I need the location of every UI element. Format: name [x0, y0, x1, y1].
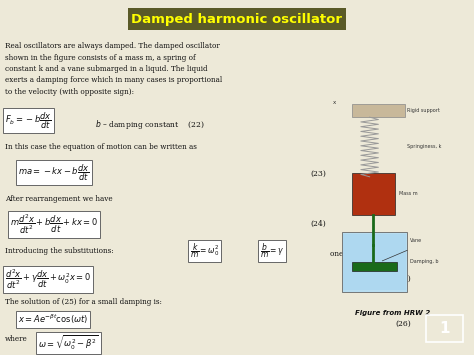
- Text: The solution of (25) for a small damping is:: The solution of (25) for a small damping…: [5, 298, 162, 306]
- Text: After rearrangement we have: After rearrangement we have: [5, 195, 113, 203]
- Text: Springiness, k: Springiness, k: [407, 144, 442, 149]
- Text: (23): (23): [310, 170, 326, 178]
- Bar: [342, 232, 407, 292]
- Text: Rigid support: Rigid support: [407, 108, 440, 113]
- Text: to the velocity (with opposite sign):: to the velocity (with opposite sign):: [5, 88, 134, 96]
- Text: $F_b = -b\dfrac{dx}{dt}$: $F_b = -b\dfrac{dx}{dt}$: [5, 110, 52, 131]
- Text: $m\dfrac{d^2x}{dt^2} + b\dfrac{dx}{dt} + kx = 0$: $m\dfrac{d^2x}{dt^2} + b\dfrac{dx}{dt} +…: [10, 213, 98, 236]
- Bar: [352, 262, 397, 271]
- Bar: [343, 234, 406, 290]
- Text: constant k and a vane submarged in a liquid. The liquid: constant k and a vane submarged in a liq…: [5, 65, 208, 73]
- Text: $\omega = \sqrt{\omega_0^2 - \beta^2}$: $\omega = \sqrt{\omega_0^2 - \beta^2}$: [38, 334, 99, 353]
- Text: shown in the figure consists of a mass m, a spring of: shown in the figure consists of a mass m…: [5, 54, 196, 61]
- Text: where: where: [5, 335, 28, 343]
- Text: (24): (24): [310, 220, 326, 228]
- Text: $ma = -kx - b\dfrac{dx}{dt}$: $ma = -kx - b\dfrac{dx}{dt}$: [18, 162, 90, 182]
- Text: $x = Ae^{-\beta t}\cos(\omega t)$: $x = Ae^{-\beta t}\cos(\omega t)$: [18, 313, 88, 326]
- Bar: [352, 104, 405, 117]
- Text: In this case the equation of motion can be written as: In this case the equation of motion can …: [5, 143, 197, 151]
- Bar: [352, 173, 395, 215]
- Text: Damped harmonic oscillator: Damped harmonic oscillator: [131, 13, 343, 27]
- Text: exerts a damping force which in many cases is proportional: exerts a damping force which in many cas…: [5, 76, 222, 84]
- Text: Vane: Vane: [410, 238, 422, 243]
- Text: $\dfrac{k}{m} = \omega_0^2$: $\dfrac{k}{m} = \omega_0^2$: [190, 242, 219, 260]
- Text: $b$ – damping constant    (22): $b$ – damping constant (22): [95, 118, 205, 131]
- Text: $\dfrac{b}{m} = \gamma$: $\dfrac{b}{m} = \gamma$: [260, 242, 284, 260]
- Text: one gets: one gets: [330, 250, 361, 258]
- Text: $\dfrac{d^2x}{dt^2} + \gamma\dfrac{dx}{dt} + \omega_0^2 x = 0$: $\dfrac{d^2x}{dt^2} + \gamma\dfrac{dx}{d…: [5, 268, 91, 291]
- Text: Introducing the substitutions:: Introducing the substitutions:: [5, 247, 114, 255]
- Text: (26): (26): [395, 320, 411, 328]
- Text: Figure from HRW 2: Figure from HRW 2: [355, 310, 430, 316]
- Text: Mass m: Mass m: [399, 191, 417, 196]
- Text: (25): (25): [395, 275, 411, 283]
- Text: Real oscillators are always damped. The damped oscillator: Real oscillators are always damped. The …: [5, 42, 220, 50]
- Text: x: x: [333, 100, 337, 105]
- Bar: [128, 8, 346, 30]
- Text: 1: 1: [439, 321, 450, 336]
- Bar: [426, 315, 463, 342]
- Text: Damping, b: Damping, b: [410, 260, 438, 264]
